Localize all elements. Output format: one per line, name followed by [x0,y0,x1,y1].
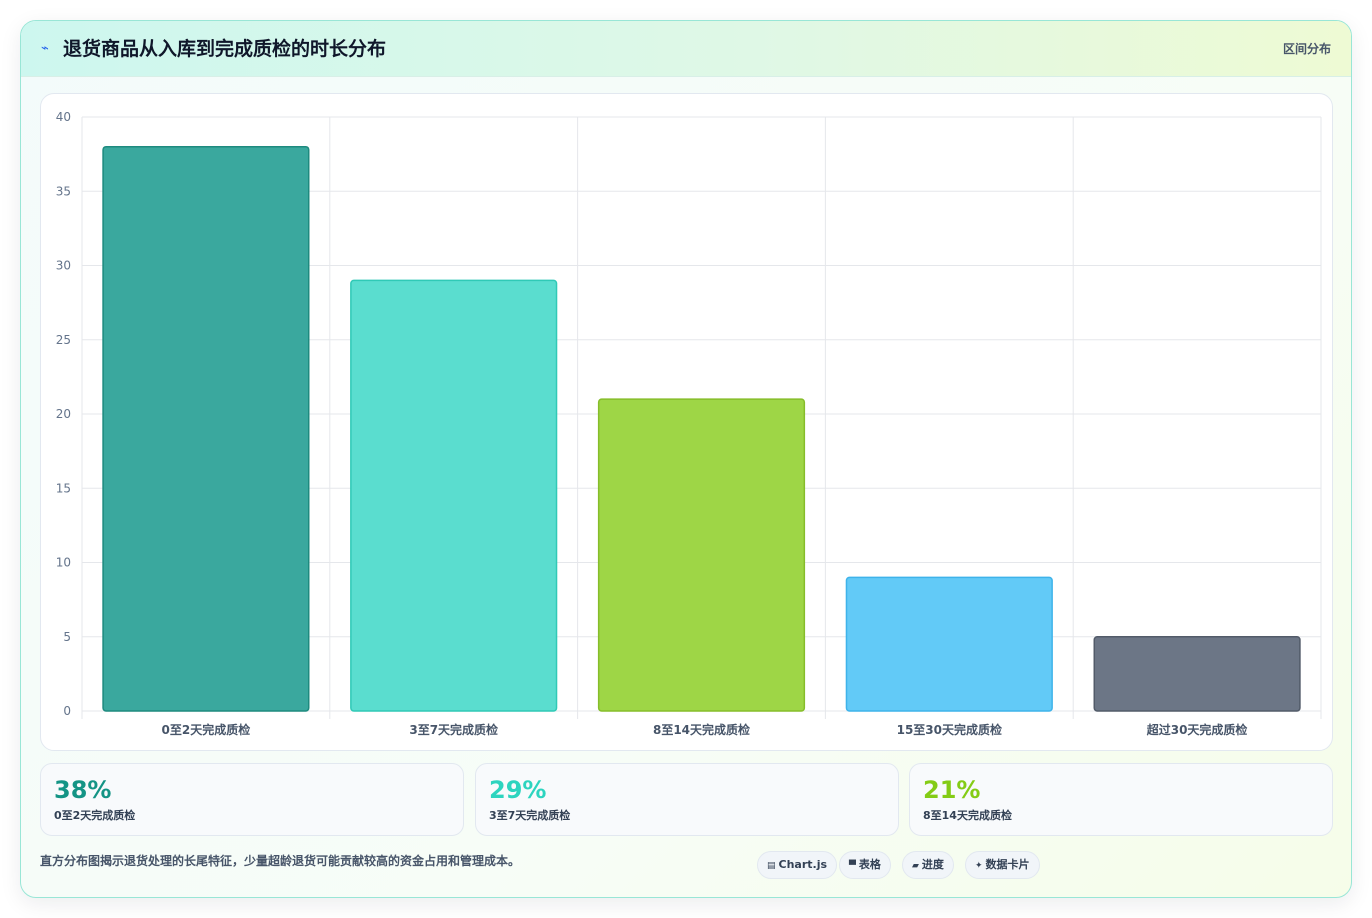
chip-label: Chart.js [778,858,828,871]
y-tick-label: 35 [56,184,71,198]
bar-3 [845,576,1053,712]
y-tick-label: 5 [63,630,71,644]
table-icon: ▀ [849,861,856,871]
chip-table[interactable]: ▀ 表格 [839,851,891,879]
x-tick-label: 3至7天完成质检 [409,722,498,737]
y-tick-label: 15 [56,481,71,495]
progress-icon: ▰ [912,861,919,871]
y-tick-label: 0 [63,704,71,718]
y-tick-label: 10 [56,556,71,570]
stat-value: 38% [54,776,112,804]
bar-chart: 0 5 10 15 20 25 30 35 40 0至2天完成质检 3至7天完成质检 8至14天完成质… [56,110,1322,737]
stat-card-8-14-days: 21% 8至14天完成质检 [909,763,1333,836]
bar-2 [597,398,806,712]
chart-footnote: 直方分布图揭示退货处理的长尾特征，少量超龄退货可能贡献较高的资金占用和管理成本。 [40,854,521,868]
chart-panel: 0 5 10 15 20 25 30 35 40 0至2天完成质检 3至7天完成质检 8至14天完成质… [40,93,1333,751]
card-header: ⌁ 退货商品从入库到完成质检的时长分布 区间分布 [21,21,1351,77]
x-tick-label: 超过30天完成质检 [1146,722,1248,737]
card-icon: ✦ [975,861,983,871]
chip-progress[interactable]: ▰ 进度 [902,851,954,879]
bar-1 [350,279,558,712]
chip-label: 进度 [921,858,944,871]
stat-label: 3至7天完成质检 [489,809,571,822]
chip-label: 表格 [858,858,881,871]
chip-label: 数据卡片 [985,858,1030,871]
chart-icon: ▤ [767,861,776,871]
stat-value: 29% [489,776,547,804]
y-tick-label: 20 [56,407,71,421]
stat-card-0-2-days: 38% 0至2天完成质检 [40,763,464,836]
stat-label: 8至14天完成质检 [923,809,1012,822]
x-tick-label: 15至30天完成质检 [897,722,1002,737]
stat-value: 21% [923,776,981,804]
y-tick-label: 30 [56,259,71,273]
chart-type-tag: 区间分布 [1282,42,1331,56]
page-title: 退货商品从入库到完成质检的时长分布 [63,38,387,60]
lightning-icon: ⌁ [41,41,49,56]
y-tick-label: 40 [56,110,71,124]
stat-label: 0至2天完成质检 [54,809,136,822]
chip-data-card[interactable]: ✦ 数据卡片 [965,851,1040,879]
chip-chartjs[interactable]: ▤ Chart.js [757,851,838,879]
y-tick-label: 25 [56,333,71,347]
stat-card-3-7-days: 29% 3至7天完成质检 [475,763,899,836]
chart-card: ⌁ 退货商品从入库到完成质检的时长分布 区间分布 0 5 10 15 20 25 30 35 4… [20,20,1352,898]
x-tick-label: 0至2天完成质检 [162,722,251,737]
bar-4 [1093,636,1301,712]
bar-0 [102,145,310,712]
x-tick-label: 8至14天完成质检 [653,722,750,737]
